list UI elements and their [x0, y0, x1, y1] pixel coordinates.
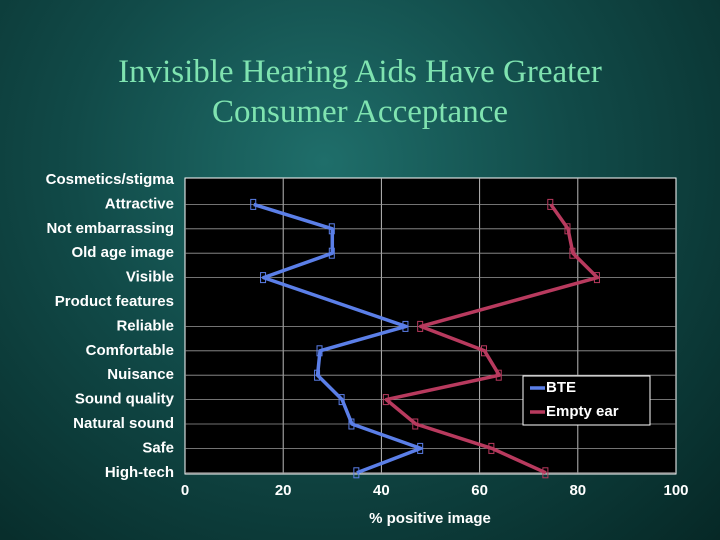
y-tick-label: Comfortable [86, 342, 174, 359]
y-tick-label: Sound quality [75, 391, 175, 408]
point-marker [569, 247, 576, 259]
point-marker [481, 345, 488, 357]
point-marker [316, 345, 323, 357]
legend-box [522, 375, 651, 426]
y-tick-label: Nuisance [107, 366, 174, 383]
y-tick-label: Not embarrassing [46, 220, 174, 237]
series-line [253, 202, 423, 475]
point-marker [348, 418, 355, 430]
point-marker [417, 442, 424, 454]
point-marker [260, 272, 267, 284]
point-marker [250, 198, 257, 210]
x-tick-label: 60 [471, 482, 488, 499]
point-marker [593, 272, 600, 284]
series-line [384, 203, 600, 475]
legend-label: Empty ear [546, 403, 619, 420]
point-marker [338, 394, 345, 406]
point-marker [382, 394, 389, 406]
legend-label: BTE [546, 379, 576, 396]
point-marker [328, 247, 335, 259]
y-tick-label: Natural sound [73, 415, 174, 432]
x-axis-title: % positive image [369, 510, 491, 527]
x-tick-label: 100 [663, 482, 688, 499]
x-tick-label: 0 [181, 482, 189, 499]
point-marker [328, 223, 335, 235]
point-marker [564, 223, 571, 235]
point-marker [488, 442, 495, 454]
point-marker [402, 320, 409, 332]
y-tick-label: Reliable [116, 317, 174, 334]
point-marker [353, 467, 360, 479]
x-tick-label: 80 [569, 482, 586, 499]
point-marker [495, 369, 502, 381]
point-marker [412, 418, 419, 430]
point-marker [542, 467, 549, 479]
point-marker [417, 320, 424, 332]
point-marker [314, 369, 321, 381]
y-tick-label: High-tech [105, 464, 174, 481]
y-tick-label: Old age image [71, 244, 174, 261]
x-tick-label: 40 [373, 482, 390, 499]
x-tick-label: 20 [275, 482, 292, 499]
y-tick-label: Safe [142, 439, 174, 456]
y-tick-label: Attractive [105, 195, 174, 212]
group-label: Cosmetics/stigma [46, 171, 175, 188]
slide-title: Invisible Hearing Aids Have Greater Cons… [118, 54, 602, 130]
y-tick-label: Visible [126, 269, 174, 286]
group-label: Product features [55, 293, 174, 310]
point-marker [547, 198, 554, 210]
